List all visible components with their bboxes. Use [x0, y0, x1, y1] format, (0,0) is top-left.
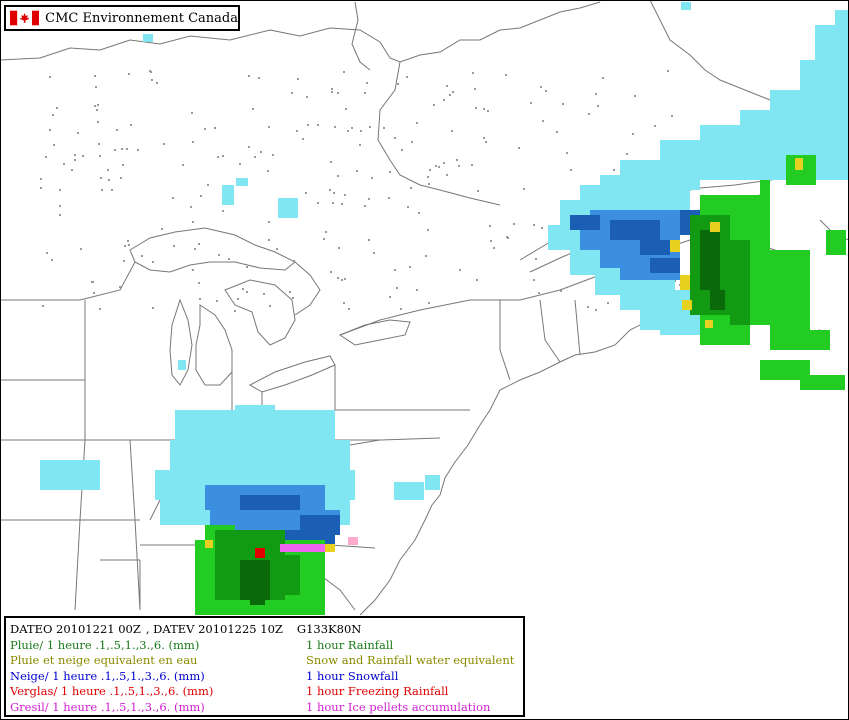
legend-box: DATEO 20101221 00Z , DATEV 20101225 10Z …	[4, 616, 525, 717]
legend-pellets-fr: Gresil/ 1 heure .1,.5,1.,3.,6. (mm)	[10, 699, 205, 714]
legend-datev: , DATEV 20101225 10Z	[145, 622, 283, 636]
legend-mixed-fr: Pluie et neige equivalent en eau	[10, 653, 198, 667]
legend-dateo: DATEO 20101221 00Z	[10, 622, 141, 636]
legend-freezing-fr: Verglas/ 1 heure .1,.5,1.,3.,6. (mm)	[10, 684, 214, 698]
precipitation-cells	[40, 2, 849, 615]
canada-flag-icon	[10, 10, 40, 26]
legend-row-snow: Neige/ 1 heure .1,.5,1.,3.,6. (mm) 1 hou…	[10, 669, 523, 685]
legend-rain-fr: Pluie/ 1 heure .1,.5,1.,3.,6. (mm)	[10, 637, 200, 652]
legend-row-mixed: Pluie et neige equivalent en eau Snow an…	[10, 653, 523, 669]
legend-rain-en: 1 hour Rainfall	[306, 637, 394, 652]
legend-row-rain: Pluie/ 1 heure .1,.5,1.,3.,6. (mm) 1 hou…	[10, 638, 523, 654]
legend-freezing-en: 1 hour Freezing Rainfall	[306, 684, 449, 698]
credit-org: CMC Environnement Canada	[45, 10, 238, 26]
credit-box: CMC Environnement Canada	[4, 5, 240, 31]
legend-row-freezing: Verglas/ 1 heure .1,.5,1.,3.,6. (mm) 1 h…	[10, 684, 523, 700]
legend-header: DATEO 20101221 00Z , DATEV 20101225 10Z …	[10, 622, 523, 638]
legend-pellets-en: 1 hour Ice pellets accumulation	[306, 699, 491, 714]
legend-row-pellets: Gresil/ 1 heure .1,.5,1.,3.,6. (mm) 1 ho…	[10, 700, 523, 716]
legend-grid: G133K80N	[296, 622, 362, 636]
legend-snow-fr: Neige/ 1 heure .1,.5,1.,3.,6. (mm)	[10, 668, 205, 683]
legend-mixed-en: Snow and Rainfall water equivalent	[306, 653, 515, 667]
legend-snow-en: 1 hour Snowfall	[306, 668, 399, 683]
